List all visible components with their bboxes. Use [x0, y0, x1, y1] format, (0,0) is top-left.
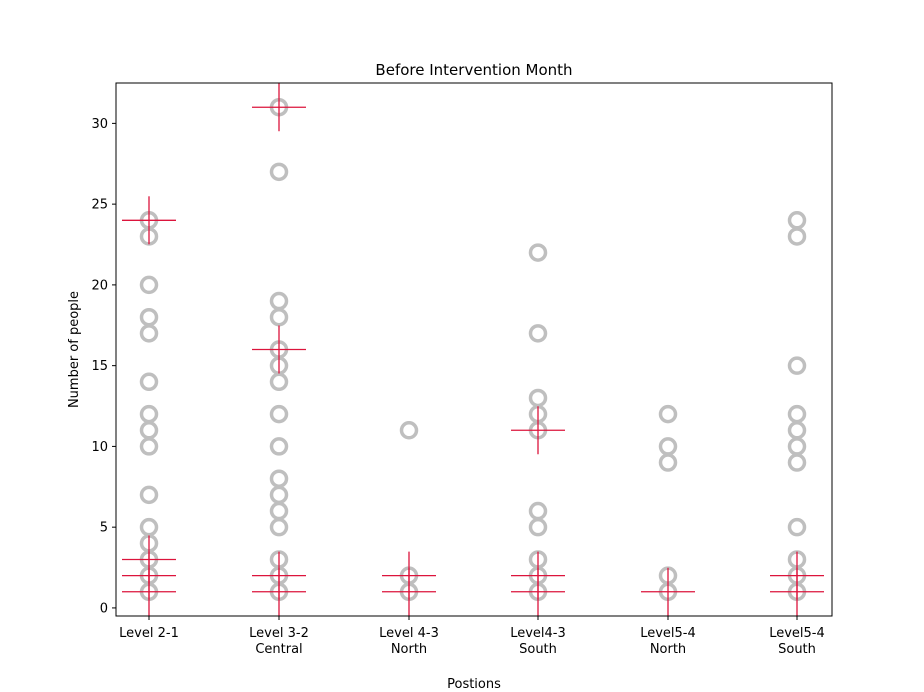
data-point	[139, 404, 159, 424]
data-point	[139, 421, 159, 440]
cross-marker	[382, 551, 436, 600]
y-axis: 0 5 10 15 20 25 30	[91, 117, 116, 616]
data-point	[658, 437, 678, 456]
data-point	[269, 404, 289, 424]
cross-marker	[252, 551, 306, 600]
plot-frame	[115, 82, 833, 617]
y-tick-label: 20	[91, 278, 108, 293]
data-point	[528, 517, 548, 537]
y-tick-label: 10	[91, 440, 108, 455]
x-tick-label: Level 2-1	[119, 626, 179, 641]
data-point	[269, 501, 289, 521]
data-point	[139, 275, 159, 295]
data-point	[399, 421, 419, 440]
cross-marker	[252, 83, 306, 132]
data-point	[269, 437, 289, 456]
y-tick-label: 15	[91, 359, 108, 374]
data-point	[269, 485, 289, 505]
data-point	[528, 501, 548, 521]
x-tick-label: Level 3-2	[249, 626, 309, 641]
y-tick-label: 5	[100, 521, 108, 536]
data-point	[787, 453, 807, 472]
y-tick-label: 0	[100, 601, 108, 616]
x-tick-label-line2: North	[391, 642, 427, 657]
data-point	[787, 404, 807, 424]
x-tick-label-line2: Central	[255, 642, 302, 657]
data-point	[787, 211, 807, 230]
data-point	[269, 469, 289, 488]
cross-marker	[122, 535, 176, 584]
data-point	[269, 162, 289, 182]
data-point	[139, 485, 159, 505]
plot-area	[122, 83, 824, 616]
data-point	[787, 421, 807, 440]
x-axis-label: Postions	[447, 677, 501, 692]
data-point	[528, 243, 548, 262]
cross-marker	[511, 551, 565, 600]
x-tick-label: Level4-3	[510, 626, 566, 641]
data-point	[269, 372, 289, 392]
x-tick-label-line2: South	[519, 642, 557, 657]
cross-marker	[770, 551, 824, 600]
data-point	[658, 453, 678, 472]
x-tick-label: Level 4-3	[379, 626, 439, 641]
data-point	[787, 227, 807, 246]
plot-marks	[122, 83, 824, 616]
y-tick-label: 25	[91, 198, 108, 213]
data-point	[139, 372, 159, 392]
y-tick-label: 30	[91, 117, 108, 132]
data-point	[139, 307, 159, 327]
data-point	[269, 307, 289, 327]
cross-marker	[122, 196, 176, 245]
cross-marker	[252, 325, 306, 374]
x-tick-label-line2: North	[650, 642, 686, 657]
data-point	[139, 324, 159, 343]
data-point	[528, 324, 548, 343]
cross-marker	[511, 406, 565, 455]
data-point	[528, 388, 548, 408]
data-point	[139, 437, 159, 456]
x-tick-label: Level5-4	[640, 626, 696, 641]
data-point	[139, 517, 159, 537]
x-tick-label: Level5-4	[769, 626, 825, 641]
data-point	[787, 437, 807, 456]
data-point	[269, 517, 289, 537]
data-point	[787, 356, 807, 375]
y-axis-label: Number of people	[67, 291, 82, 408]
data-point	[658, 404, 678, 424]
x-tick-label-line2: South	[778, 642, 816, 657]
cross-marker	[641, 567, 695, 616]
data-point	[269, 291, 289, 311]
chart-title: Before Intervention Month	[375, 61, 572, 79]
data-point	[787, 517, 807, 537]
